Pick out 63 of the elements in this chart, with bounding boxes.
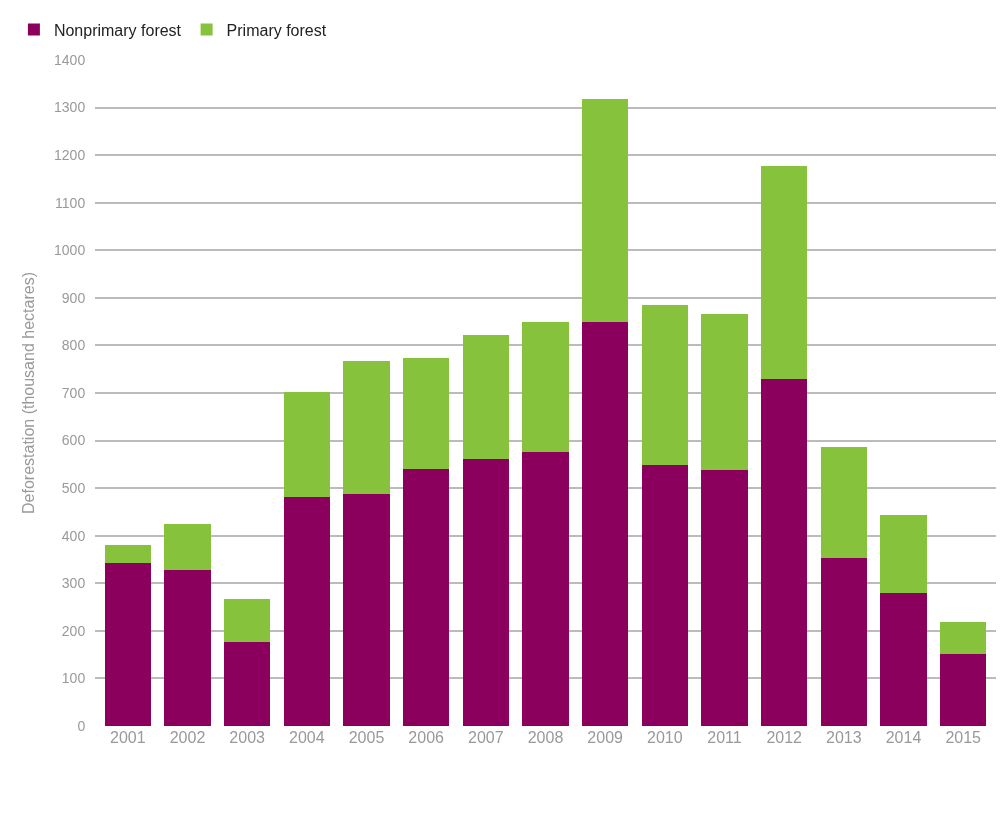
bar xyxy=(939,653,987,726)
bar xyxy=(164,569,211,726)
x-tick-label: 2006 xyxy=(408,729,445,746)
bar xyxy=(283,496,331,726)
x-tick-label: 2009 xyxy=(587,729,624,746)
y-axis-title: Deforestation (thousand hectares) xyxy=(19,272,37,514)
y-tick-label: 0 xyxy=(77,717,86,734)
bar xyxy=(104,563,152,726)
bar xyxy=(164,524,211,570)
legend-label: Nonprimary forest xyxy=(53,21,182,39)
bar xyxy=(820,447,868,558)
bar xyxy=(522,451,569,726)
bar xyxy=(581,99,629,322)
bar xyxy=(402,357,450,470)
bar xyxy=(641,465,689,726)
bar xyxy=(581,321,629,726)
bar xyxy=(343,360,390,494)
bar xyxy=(701,470,748,726)
y-tick-label: 1400 xyxy=(54,51,86,68)
x-tick-label: 2002 xyxy=(169,729,206,746)
x-tick-label: 2015 xyxy=(945,729,982,746)
y-tick-label: 1000 xyxy=(54,242,86,259)
bar xyxy=(641,304,689,466)
y-tick-label: 1100 xyxy=(55,194,86,211)
bar xyxy=(760,165,808,379)
bar xyxy=(343,493,390,726)
bar xyxy=(402,469,450,726)
y-tick-label: 200 xyxy=(61,622,86,639)
x-tick-label: 2012 xyxy=(766,729,803,746)
bar xyxy=(283,392,331,497)
x-tick-label: 2007 xyxy=(468,729,504,746)
x-tick-label: 2014 xyxy=(885,729,922,746)
bar xyxy=(701,314,748,471)
y-tick-label: 700 xyxy=(61,384,86,401)
bar xyxy=(820,557,868,726)
bar xyxy=(104,545,152,564)
bar xyxy=(223,642,271,726)
bar xyxy=(462,458,510,726)
bar xyxy=(939,622,987,654)
x-tick-label: 2004 xyxy=(289,729,325,746)
bar xyxy=(223,598,271,643)
x-tick-label: 2005 xyxy=(348,729,385,746)
x-tick-label: 2010 xyxy=(647,729,683,746)
x-tick-label: 2008 xyxy=(527,729,564,746)
bar xyxy=(760,378,808,726)
y-tick-label: 800 xyxy=(61,337,86,354)
y-tick-label: 500 xyxy=(61,480,86,497)
y-tick-label: 300 xyxy=(61,575,86,592)
x-tick-label: 2011 xyxy=(707,729,742,746)
y-tick-label: 600 xyxy=(61,432,86,449)
x-tick-label: 2001 xyxy=(110,729,146,746)
x-tick-label: 2003 xyxy=(229,729,266,746)
x-tick-label: 2013 xyxy=(826,729,862,746)
y-tick-label: 400 xyxy=(61,527,86,544)
y-tick-label: 900 xyxy=(61,289,86,306)
y-tick-label: 1300 xyxy=(54,99,86,116)
y-tick-label: 1200 xyxy=(54,147,86,164)
legend-label: Primary forest xyxy=(226,21,327,39)
bar xyxy=(522,321,569,452)
y-tick-label: 100 xyxy=(61,670,86,687)
bar xyxy=(880,514,927,593)
bar xyxy=(462,334,510,459)
bar xyxy=(880,592,927,726)
